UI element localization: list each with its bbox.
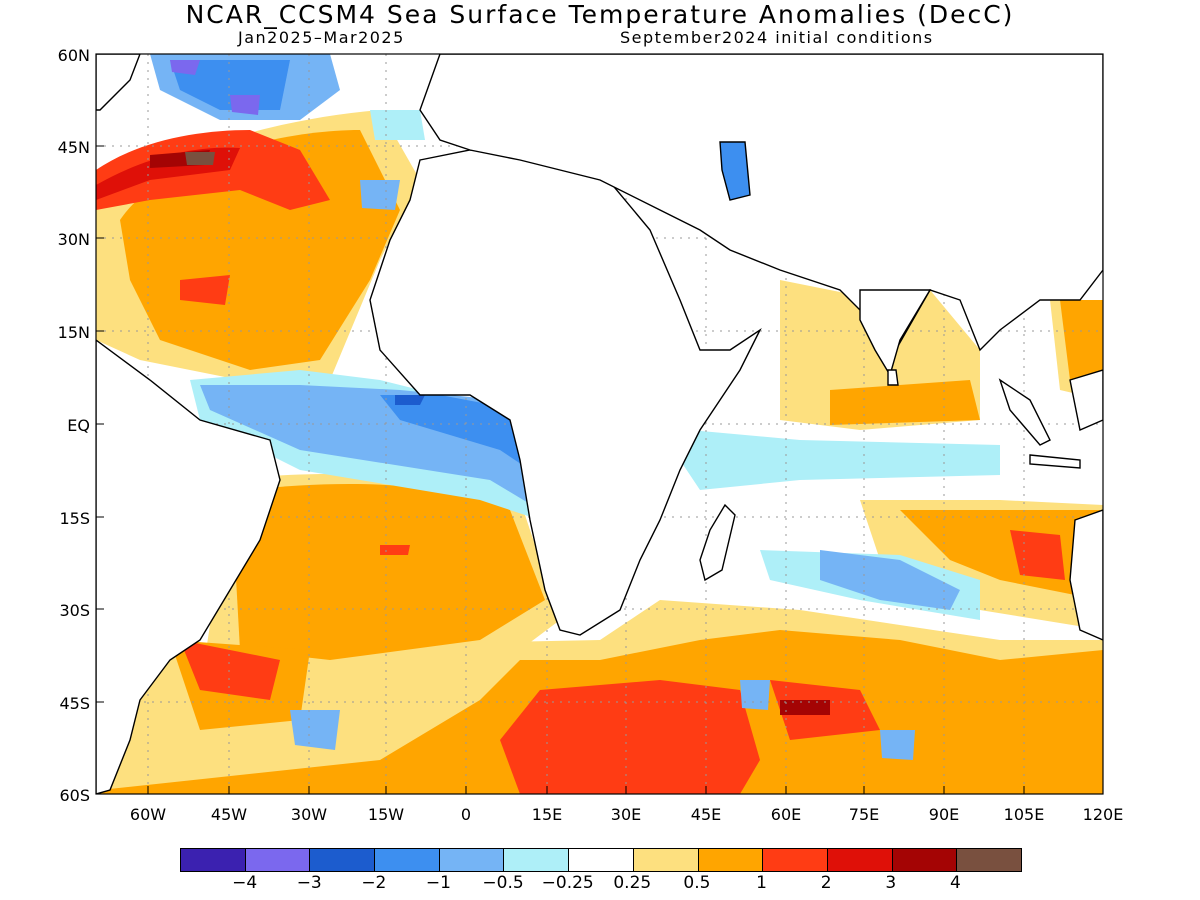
lon-label: 90E xyxy=(929,805,959,824)
greenland-landmass xyxy=(96,54,141,111)
colorbar-label: −0.5 xyxy=(482,873,524,893)
madagascar-island xyxy=(699,503,736,582)
colorbar-label: 0.5 xyxy=(683,873,711,893)
colorbar-label: 3 xyxy=(885,873,897,893)
colorbar-label: −2 xyxy=(361,873,387,893)
colorbar-label: −3 xyxy=(296,873,322,893)
colorbar-label: 1 xyxy=(756,873,767,893)
colorbar-swatch xyxy=(375,849,440,871)
longitude-labels: 60W 45W 30W 15W 0 15E 30E 45E 60E 75E 90… xyxy=(130,805,1123,824)
borneo-island xyxy=(1069,369,1103,431)
colorbar-swatch xyxy=(181,849,246,871)
colorbar-label: −0.25 xyxy=(541,873,594,893)
lon-label: 15W xyxy=(368,805,404,824)
anomaly-shading xyxy=(96,54,1103,794)
lon-label: 45W xyxy=(211,805,247,824)
lat-label: 60N xyxy=(58,46,90,65)
sumatra-island xyxy=(998,378,1051,446)
colorbar-label: −4 xyxy=(232,873,258,893)
lat-label: 15N xyxy=(58,323,90,342)
lon-label: 45E xyxy=(691,805,721,824)
colorbar-swatch xyxy=(569,849,634,871)
sri-lanka-island xyxy=(887,369,899,386)
colorbar-swatch xyxy=(633,849,699,871)
colorbar-label: 2 xyxy=(820,873,832,893)
colorbar-swatch xyxy=(892,849,958,871)
lat-label: 45N xyxy=(58,138,90,157)
colorbar-swatch xyxy=(698,849,764,871)
map-title: NCAR_CCSM4 Sea Surface Temperature Anoma… xyxy=(185,0,1015,29)
initial-conditions-label: September2024 initial conditions xyxy=(620,28,934,47)
lat-label: 30S xyxy=(59,601,90,620)
lat-label: 30N xyxy=(58,230,90,249)
lon-label: 105E xyxy=(1004,805,1045,824)
colorbar-label: 0.25 xyxy=(613,873,652,893)
colorbar-swatch xyxy=(957,849,1021,871)
lat-label: 60S xyxy=(59,786,90,805)
lon-label: 60W xyxy=(130,805,166,824)
lon-label: 30W xyxy=(291,805,327,824)
australia-landmass xyxy=(1069,509,1103,641)
lon-label: 60E xyxy=(771,805,801,824)
java-island xyxy=(1029,454,1081,469)
south-america-landmass xyxy=(96,339,281,794)
lon-label: 30E xyxy=(611,805,641,824)
season-label: Jan2025–Mar2025 xyxy=(238,28,405,47)
latitude-labels: 60N 45N 30N 15N EQ 15S 30S 45S 60S xyxy=(58,46,90,805)
colorbar-swatch xyxy=(827,849,893,871)
caspian-sea xyxy=(719,141,751,201)
colorbar-swatch xyxy=(310,849,376,871)
europe-asia-landmass xyxy=(419,54,1103,362)
lat-label: EQ xyxy=(67,416,90,435)
africa-landmass xyxy=(369,149,762,636)
lon-label: 120E xyxy=(1083,805,1124,824)
colorbar-swatch xyxy=(763,849,828,871)
colorbar-swatch xyxy=(504,849,570,871)
lon-label: 15E xyxy=(532,805,562,824)
colorbar-label: −1 xyxy=(425,873,451,893)
lat-label: 45S xyxy=(59,694,90,713)
colorbar-swatch xyxy=(245,849,311,871)
colorbar-swatch xyxy=(439,849,505,871)
colorbar xyxy=(180,848,1022,872)
coastlines xyxy=(96,54,1103,794)
lat-label: 15S xyxy=(59,509,90,528)
colorbar-label: 4 xyxy=(949,873,961,893)
axis-ticks xyxy=(96,145,1025,794)
lon-label: 75E xyxy=(849,805,879,824)
lon-label: 0 xyxy=(461,805,471,824)
